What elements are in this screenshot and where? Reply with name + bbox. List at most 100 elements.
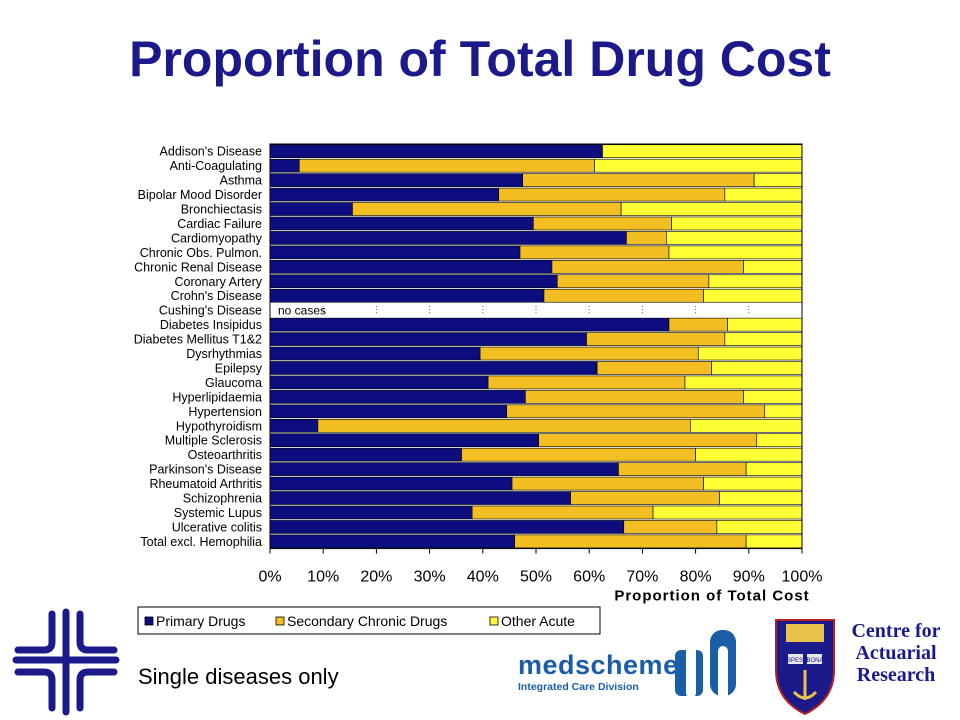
bar-segment (269, 332, 587, 346)
bar-segment (269, 476, 513, 491)
bar-segment (269, 158, 300, 173)
category-label: Cardiac Failure (177, 217, 262, 231)
bar-segment (269, 462, 619, 476)
bar-segment (269, 187, 500, 202)
bar-segment (479, 346, 699, 361)
bar-segment (269, 202, 353, 216)
category-label: Dysrhythmias (186, 347, 262, 361)
bar-segment (543, 288, 704, 303)
bar-segment (352, 202, 622, 216)
bar-segment (269, 375, 489, 390)
category-label: Systemic Lupus (174, 506, 262, 520)
category-label: Coronary Artery (174, 275, 262, 289)
bar-segment (533, 216, 672, 231)
category-label: Cushing's Disease (159, 304, 262, 318)
category-label: Total excl. Hemophilia (140, 535, 262, 549)
category-label: Crohn's Disease (171, 289, 262, 303)
category-label: Chronic Renal Disease (134, 260, 262, 274)
category-label: Bipolar Mood Disorder (138, 188, 262, 202)
centre-name-line-2: Actuarial (855, 642, 937, 664)
bar-segment (666, 231, 803, 245)
x-tick-label: 50% (520, 569, 552, 586)
medscheme-symbol-icon (675, 630, 736, 700)
bar-segment (724, 332, 803, 346)
bar-segment (269, 274, 558, 289)
crest-text-2: BONA (806, 658, 823, 664)
bar-segment (471, 505, 654, 520)
bar-segment (269, 231, 627, 245)
legend-label: Other Acute (501, 613, 575, 629)
category-label: Hypothyroidism (176, 419, 262, 433)
annotation-label: no cases (278, 304, 326, 318)
bar-segment (298, 158, 595, 173)
legend-swatch (144, 616, 154, 626)
bar-segment (269, 346, 481, 361)
category-label: Diabetes Insipidus (160, 318, 262, 332)
category-label: Schizophrenia (183, 492, 262, 506)
chart-area: Addison's DiseaseAnti-CoagulatingAsthmaB… (134, 143, 823, 635)
bar-segment (461, 447, 696, 462)
x-tick-label: 100% (782, 569, 823, 586)
category-label: Osteoarthritis (188, 448, 262, 462)
x-axis-title: Proportion of Total Cost (614, 588, 809, 605)
category-label: Parkinson's Disease (149, 463, 262, 477)
category-label: Multiple Sclerosis (165, 434, 262, 448)
bar-segment (703, 288, 803, 303)
cross-logo (12, 608, 120, 716)
bar-segment (269, 404, 508, 419)
bar-segment (269, 245, 521, 260)
bar-segment (498, 187, 726, 202)
bar-segment (623, 520, 718, 534)
centre-name-line-1: Centre for (851, 620, 941, 642)
bar-segment (695, 447, 803, 462)
bar-segment (708, 274, 803, 289)
bar-segment (269, 173, 523, 187)
bar-segment (652, 505, 803, 520)
x-tick-label: 10% (307, 569, 339, 586)
category-label: Anti-Coagulating (170, 159, 262, 173)
legend-box (137, 606, 601, 635)
category-label: Epilepsy (215, 361, 263, 375)
bar-segment (596, 361, 712, 375)
bar-segment (684, 375, 803, 390)
bar-segment (511, 476, 704, 491)
medscheme-subtitle: Integrated Care Division (518, 681, 639, 693)
page-title: Proportion of Total Drug Cost (129, 31, 831, 87)
bar-segment (594, 158, 803, 173)
bar-segment (719, 491, 803, 505)
bar-segment (538, 433, 758, 448)
bar-segment (269, 260, 553, 274)
bar-segment (745, 462, 803, 476)
crest-icon: SPES BONA (775, 619, 835, 716)
bar-segment (626, 231, 667, 245)
x-tick-label: 20% (360, 569, 392, 586)
category-label: Cardiomyopathy (171, 231, 263, 245)
bar-segment (269, 317, 670, 332)
category-label: Hypertension (188, 405, 262, 419)
centre-name: Centre for Actuarial Research (838, 620, 954, 686)
bar-segment (764, 404, 803, 419)
bar-segment (269, 361, 598, 375)
category-label: Asthma (220, 174, 262, 188)
legend-swatch (489, 616, 499, 626)
bar-segment (519, 245, 670, 260)
category-label: Addison's Disease (160, 145, 262, 159)
bar-segment (743, 390, 803, 404)
bar-segment (668, 317, 728, 332)
bar-segment (551, 260, 744, 274)
bar-segment (703, 476, 803, 491)
bar-segment (618, 462, 747, 476)
category-label: Glaucoma (205, 376, 262, 390)
bar-segment (570, 491, 720, 505)
bar-segment (317, 418, 691, 433)
bar-segment (602, 144, 803, 159)
bar-segment (724, 187, 803, 202)
bar-segment (269, 505, 473, 520)
bar-segment (514, 534, 747, 549)
category-label: Hyperlipidaemia (172, 390, 262, 404)
bar-segment (620, 202, 803, 216)
crest-text-1: SPES (787, 658, 803, 664)
x-tick-label: 0% (258, 569, 281, 586)
bar-segment (711, 361, 803, 375)
bar-segment (689, 418, 803, 433)
